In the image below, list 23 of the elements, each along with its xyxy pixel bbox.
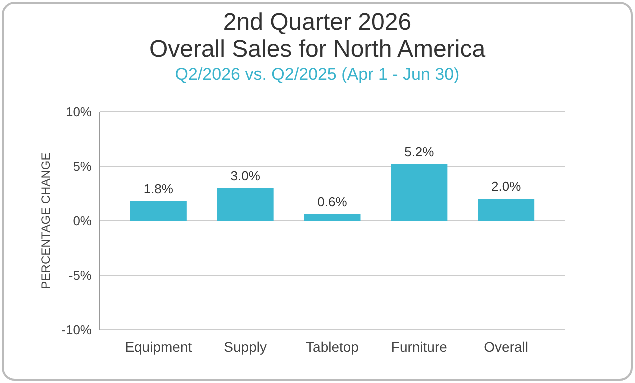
chart-title: 2nd Quarter 2026 Overall Sales for North America [149,9,486,63]
y-tick-label: 10% [66,104,92,120]
x-tick-label: Overall [484,339,529,355]
bar [478,199,535,221]
x-tick-label: Tabletop [306,339,360,355]
x-tick-label: Equipment [125,339,192,355]
data-label: 0.6% [318,194,348,210]
x-tick-label: Supply [224,339,267,355]
data-label: 1.8% [144,181,174,196]
bar [130,201,187,221]
bar [391,164,448,221]
y-tick-label: 0% [73,214,92,229]
chart-subtitle: Q2/2026 vs. Q2/2025 (Apr 1 - Jun 30) [175,65,460,84]
data-label: 3.0% [230,168,261,184]
bar [217,188,274,221]
y-tick-label: 5% [73,159,92,174]
bar [304,214,361,221]
x-tick-label: Furniture [391,339,448,355]
data-label: 2.0% [492,179,522,194]
y-tick-label: -5% [68,268,92,284]
y-axis-title: PERCENTAGE CHANGE [39,152,53,290]
y-tick-label: -10% [62,322,92,338]
data-label: 5.2% [404,144,435,160]
